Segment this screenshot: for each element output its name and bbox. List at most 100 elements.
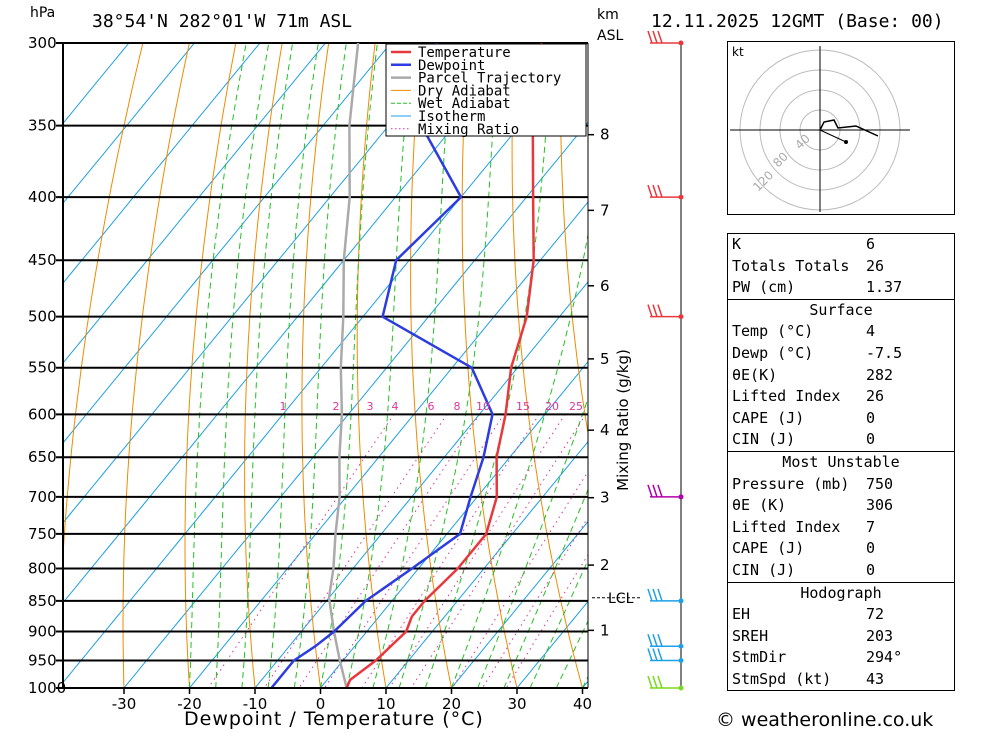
wind-barbs	[647, 30, 684, 691]
dry-adiabat-line	[700, 43, 720, 688]
mixing-ratio-label: 1	[280, 400, 287, 413]
surface-li-label: Lifted Index	[732, 387, 841, 406]
pressure-tick-label: 300	[28, 34, 57, 52]
mu-thetae-label: θE (K)	[732, 496, 787, 515]
mixing-ratio-axis-label: Mixing Ratio (g/kg)	[614, 349, 632, 491]
mixing-ratio-line	[451, 470, 588, 688]
pw-value: 1.37	[866, 278, 903, 297]
pw-label: PW (cm)	[732, 278, 796, 297]
mu-thetae-row: θE (K) 306	[728, 495, 954, 517]
height-tick-label: 3	[600, 489, 610, 507]
pressure-tick-label: 850	[28, 592, 57, 610]
location-title: 38°54'N 282°01'W 71m ASL	[92, 11, 353, 32]
hodograph-trace	[819, 119, 879, 137]
pressure-tick-label: 750	[28, 525, 57, 543]
isotherm-line	[63, 43, 392, 444]
mixing-ratio-label: 20	[545, 400, 559, 413]
axes: 3003504004505005506006507007508008509009…	[28, 34, 640, 713]
dry-adiabat-line	[63, 43, 144, 564]
height-tick-label: 8	[600, 126, 610, 144]
wind-barb-flag	[657, 484, 663, 498]
k-label: K	[732, 235, 742, 253]
x-tick-label: -20	[177, 695, 202, 713]
wet-adiabat-line	[503, 488, 588, 688]
stmdir-value: 294°	[866, 648, 903, 667]
mu-li-value: 7	[866, 517, 876, 536]
hodograph-title: Hodograph	[728, 581, 954, 605]
stmdir-row: StmDir 294°	[728, 647, 954, 669]
legend-label: Temperature	[418, 45, 511, 61]
pressure-tick-label: 950	[28, 652, 57, 670]
x-tick-label: 20	[442, 695, 461, 713]
storm-motion-point	[844, 140, 848, 144]
legend-label: Mixing Ratio	[418, 122, 519, 138]
surface-cape-value: 0	[866, 408, 876, 427]
wind-barb-flag	[652, 184, 658, 198]
wind-barb-flag	[647, 304, 653, 317]
height-tick-label: 2	[600, 556, 610, 574]
mixing-ratio-line	[410, 414, 587, 688]
hodograph-panel: kt 40 80 120	[727, 41, 955, 215]
pressure-tick-label: 400	[28, 188, 57, 206]
mixing-ratio-label: 10	[476, 400, 490, 413]
x-tick-label: 40	[573, 695, 592, 713]
wind-barb-flag	[657, 675, 663, 689]
eh-value: 72	[866, 605, 885, 624]
datetime-title: 12.11.2025 12GMT (Base: 00)	[651, 11, 944, 32]
height-tick-label: 4	[600, 421, 610, 439]
x-tick-label: 30	[507, 695, 526, 713]
pressure-tick-label: 900	[28, 623, 57, 641]
isotherm-line	[63, 43, 326, 364]
profile-lines	[270, 43, 543, 688]
mu-pressure-row: Pressure (mb) 750	[728, 474, 954, 496]
wet-adiabat-line	[267, 43, 319, 688]
credit-text: © weatheronline.co.uk	[716, 709, 934, 731]
surface-dewp-value: -7.5	[866, 343, 903, 362]
x-axis-label: Dewpoint / Temperature (°C)	[184, 708, 484, 730]
wind-barb-flag	[657, 184, 663, 198]
pressure-tick-label: 550	[28, 359, 57, 377]
height-tick-label: 6	[600, 277, 610, 295]
stmspd-label: StmSpd (kt)	[732, 669, 832, 688]
pressure-tick-label: 1000	[28, 679, 66, 697]
dry-adiabat-line	[559, 43, 588, 437]
surface-thetae-label: θE(K)	[732, 365, 778, 384]
isotherm-line	[516, 600, 588, 688]
mu-li-row: Lifted Index 7	[728, 517, 954, 539]
pressure-tick-label: 600	[28, 405, 57, 423]
mu-cin-value: 0	[866, 560, 876, 579]
surface-cape-row: CAPE (J) 0	[728, 408, 954, 430]
mixing-ratio-label: 3	[367, 400, 374, 413]
hodograph-ring-label: 120	[750, 168, 776, 194]
pressure-tick-label: 650	[28, 448, 57, 466]
pressure-tick-label: 500	[28, 308, 57, 326]
wet-adiabat-line	[477, 396, 588, 688]
x-tick-label: -10	[243, 695, 268, 713]
height-tick-label: 1	[600, 621, 610, 639]
mixing-ratio-label: 6	[428, 400, 435, 413]
dry-adiabat-line	[654, 43, 720, 688]
eh-label: EH	[732, 605, 751, 624]
storm-motion-vector	[819, 129, 847, 143]
wind-barb-flag	[652, 648, 658, 661]
most-unstable-title: Most Unstable	[728, 450, 954, 474]
eh-row: EH 72	[728, 604, 954, 626]
mixing-ratio-label: 8	[454, 400, 461, 413]
dry-adiabat-line	[511, 43, 583, 688]
parcel-trajectory-line	[327, 43, 360, 688]
wind-barb-flag	[657, 588, 663, 602]
pressure-tick-label: 700	[28, 488, 57, 506]
mu-li-label: Lifted Index	[732, 517, 841, 536]
wind-barb-flag	[647, 484, 653, 498]
wind-barb-flag	[657, 304, 663, 317]
wind-barb-flag	[657, 633, 663, 647]
surface-title: Surface	[728, 298, 954, 322]
wind-barb-flag	[657, 30, 663, 44]
isotherm-line	[63, 43, 588, 684]
surface-cin-row: CIN (J) 0	[728, 429, 954, 451]
surface-dewp-label: Dewp (°C)	[732, 343, 814, 362]
k-value: 6	[866, 235, 876, 253]
